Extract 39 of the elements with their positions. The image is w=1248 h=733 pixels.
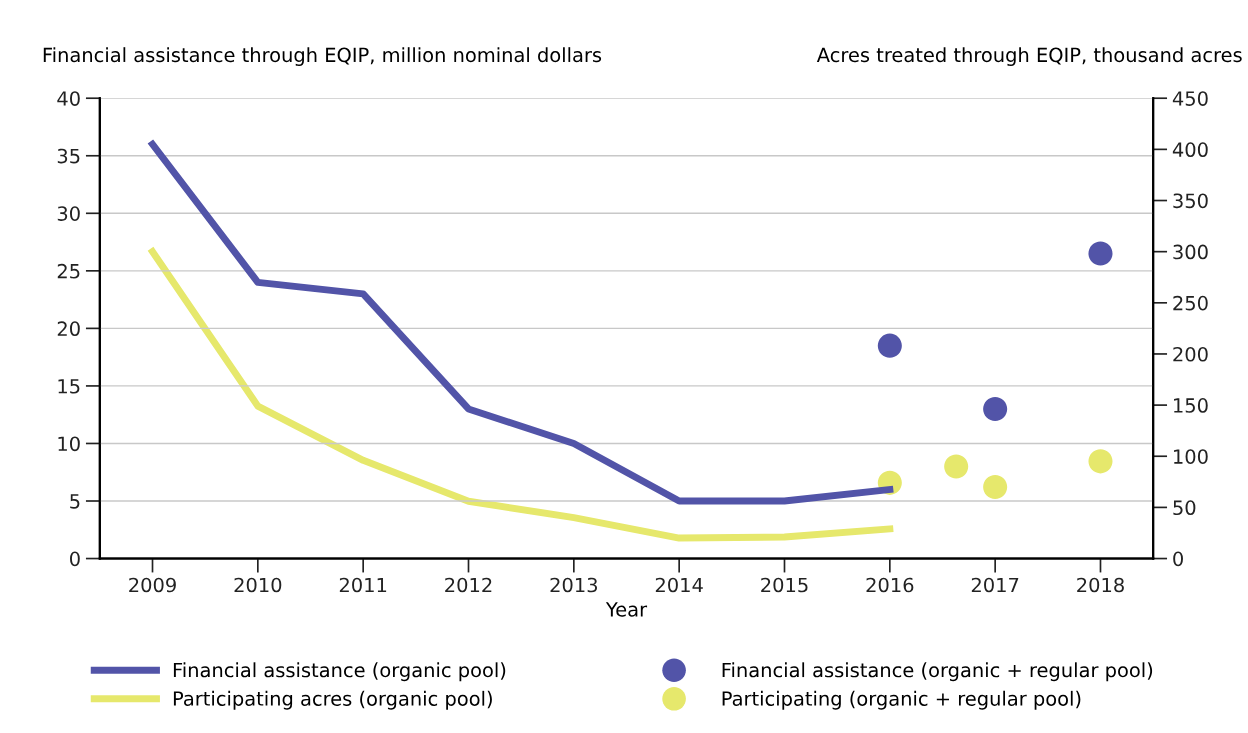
y2-tick-label: 350 [1173,193,1208,209]
x-tick-label: 2009 [129,577,176,593]
legend-label: Financial assistance (organic pool) [173,662,506,682]
point [983,396,1008,421]
y-tick-label: 0 [70,551,80,567]
legend-label: Participating acres (organic pool) [173,690,492,710]
x-tick-label: 2016 [866,577,914,593]
x-tick-label: 2015 [761,577,808,593]
y-tick-label: 35 [57,148,80,164]
y-tick-label: 10 [58,436,80,452]
x-tick-label: 2018 [1077,577,1124,593]
y-tick-label: 40 [57,91,80,106]
y-tick-label: 30 [57,206,80,221]
y-tick-label: 15 [58,379,80,394]
legend-label: Financial assistance (organic + regular pool) [722,662,1153,682]
y-axis-title: Financial assistance through EQIP, million nominal dollars [43,47,602,66]
point [877,333,902,358]
x-tick-label: 2012 [445,577,492,593]
y2-tick-label: 0 [1173,551,1183,567]
x-axis-title: Year [605,602,648,617]
x-tick-label: 2010 [234,577,282,593]
y2-tick-label: 50 [1173,500,1196,516]
y2-tick-label: 200 [1173,346,1208,362]
y2-tick-label: 300 [1173,244,1208,260]
x-tick-label: 2011 [339,577,387,593]
y2-tick-label: 150 [1174,398,1208,413]
y-tick-label: 25 [57,263,80,279]
y-tick-label: 20 [57,321,80,337]
x-tick-label: 2017 [971,577,1019,593]
legend-label: Participating (organic + regular pool) [722,690,1081,710]
y2-axis-title: Acres treated through EQIP, thousand acres [816,47,1242,66]
point [1088,241,1113,266]
y2-tick-label: 250 [1173,295,1208,311]
x-tick-label: 2014 [655,577,703,593]
y2-tick-label: 100 [1174,449,1208,464]
y2-tick-label: 450 [1172,91,1208,106]
x-tick-label: 2013 [550,577,598,593]
y2-tick-label: 400 [1172,142,1208,158]
y-tick-label: 5 [70,494,80,509]
